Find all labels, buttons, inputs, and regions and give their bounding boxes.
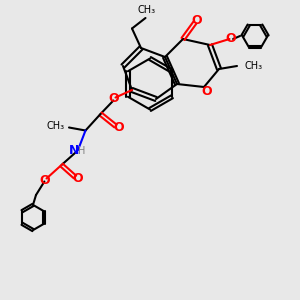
Text: N: N: [69, 143, 80, 157]
Text: CH₃: CH₃: [46, 121, 64, 131]
Text: O: O: [72, 172, 83, 185]
Text: O: O: [226, 32, 236, 46]
Text: O: O: [109, 92, 119, 106]
Text: H: H: [78, 146, 85, 157]
Text: O: O: [202, 85, 212, 98]
Text: CH₃: CH₃: [244, 61, 262, 71]
Text: O: O: [40, 173, 50, 187]
Text: CH₃: CH₃: [138, 5, 156, 15]
Text: O: O: [113, 121, 124, 134]
Text: O: O: [191, 14, 202, 28]
